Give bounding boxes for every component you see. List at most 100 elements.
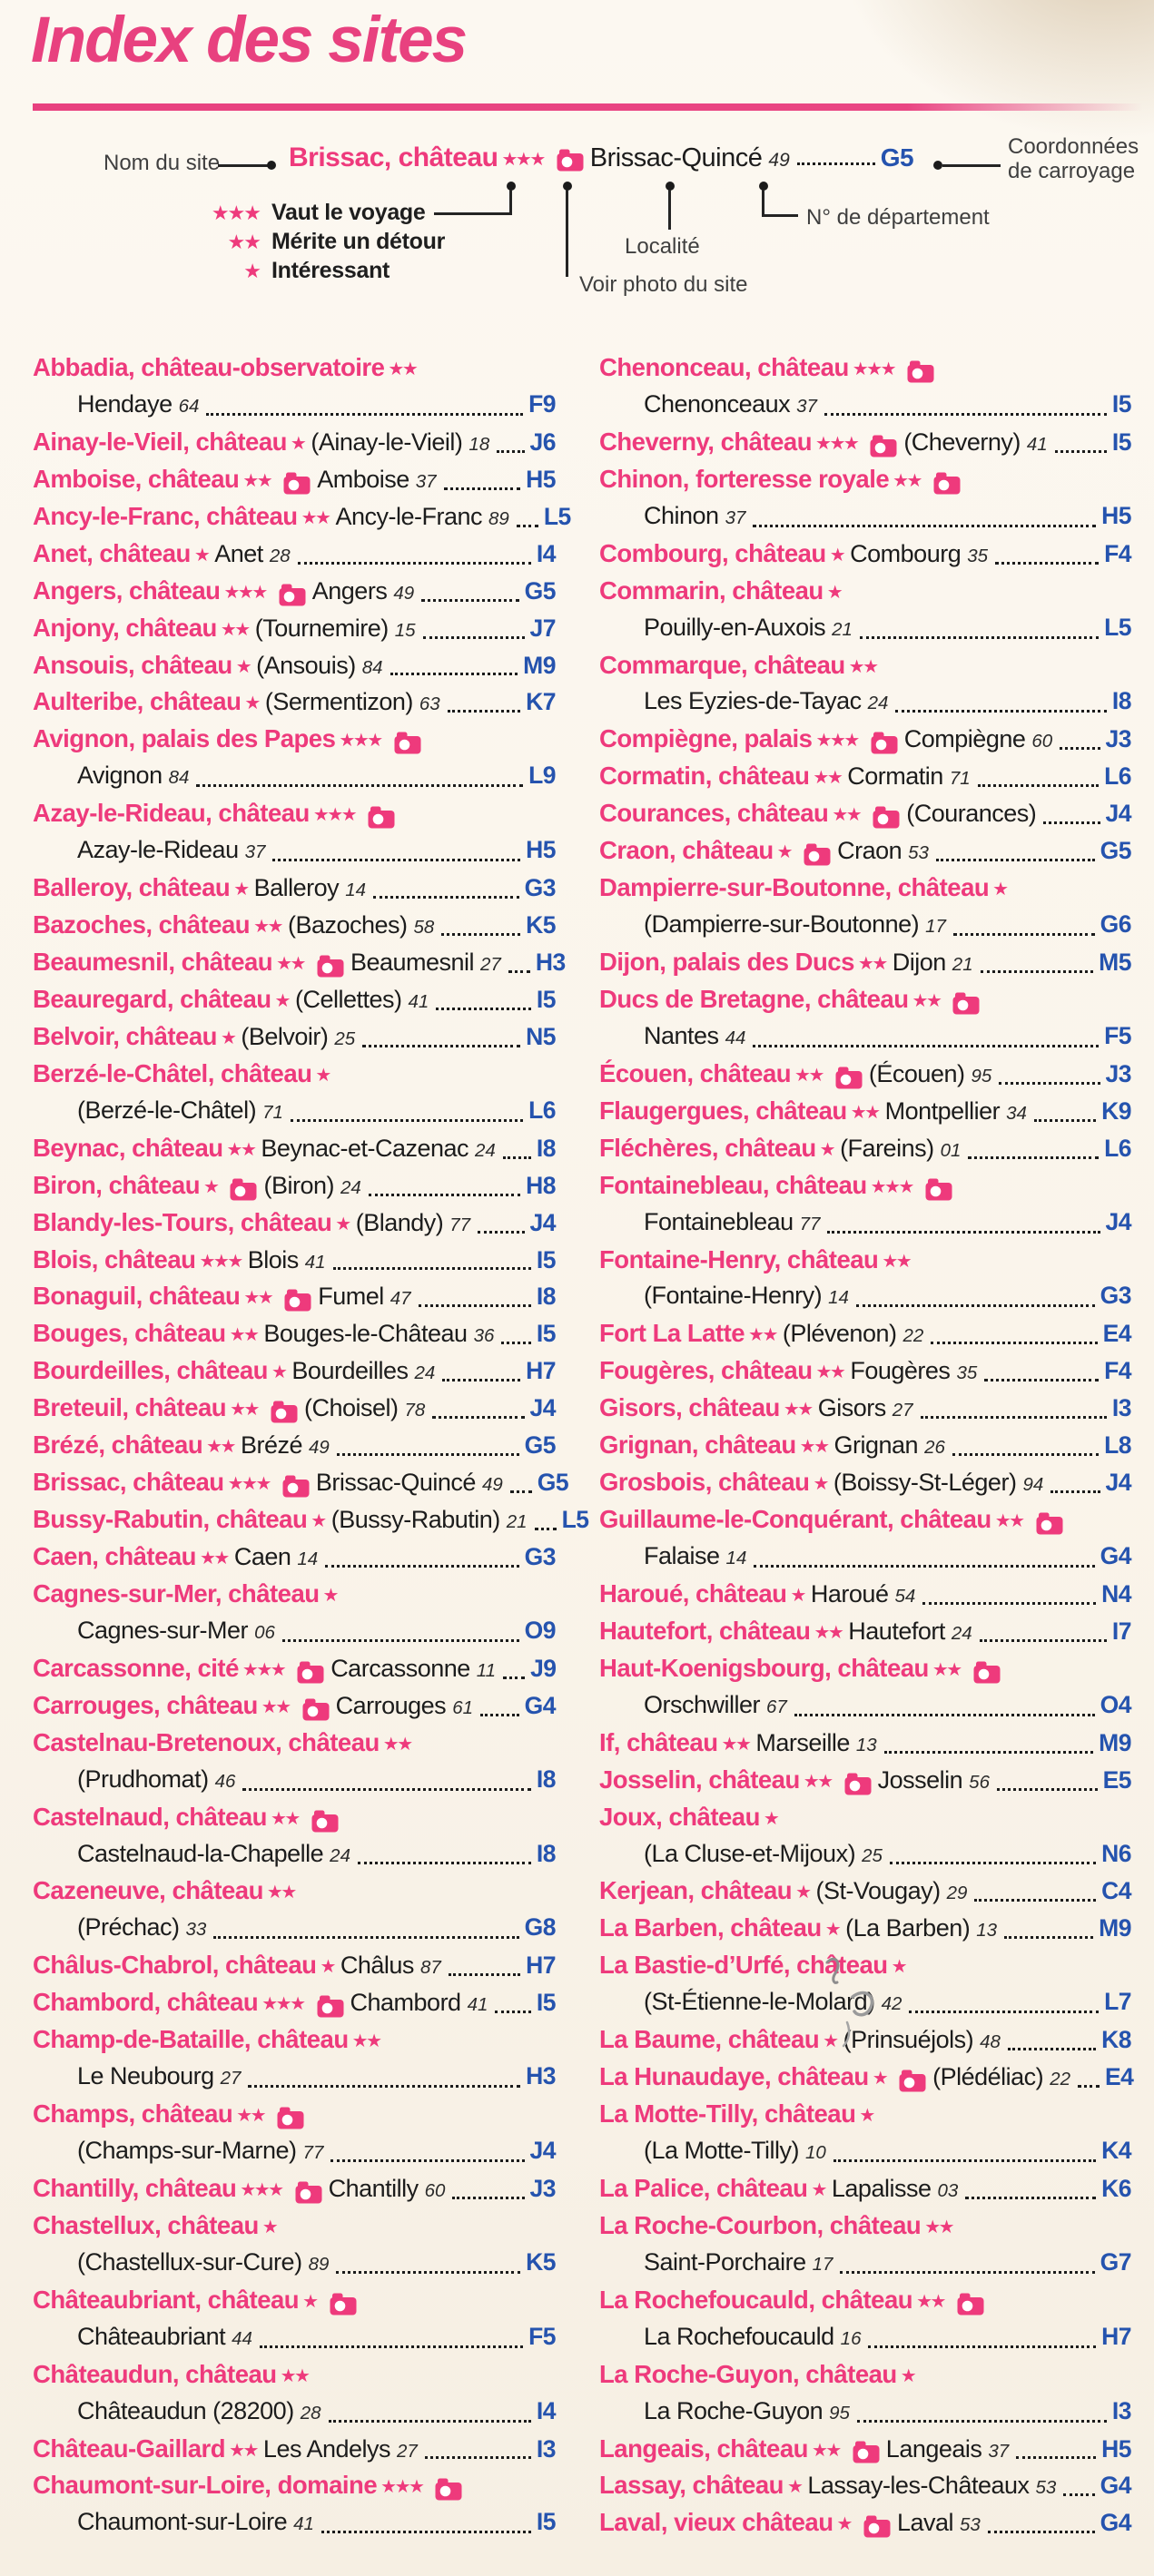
entry-locality: Compiègne xyxy=(903,725,1026,753)
entry-star-rating: ★ xyxy=(271,1362,288,1383)
index-entry: Chambord, château ★★★ Chambord 41 I5 xyxy=(33,1984,557,2021)
entry-name: Caen, château xyxy=(33,1542,196,1570)
entry-department-number: 34 xyxy=(1006,1102,1027,1124)
index-entry: Aulteribe, château ★ (Sermentizon) 63 K7 xyxy=(33,683,556,721)
entry-department-number: 54 xyxy=(894,1585,916,1607)
entry-grid-coordinate: L9 xyxy=(528,762,556,790)
entry-locality: Brézé xyxy=(240,1431,303,1460)
entry-grid-coordinate: H5 xyxy=(526,465,556,493)
index-entry: La Palice, château ★ Lapalisse 03 K6 xyxy=(599,2170,1131,2207)
entry-department-number: 24 xyxy=(951,1622,972,1644)
entry-name: La Barben, château xyxy=(599,1913,822,1942)
index-entry: Biron, château ★ (Biron) 24 H8 xyxy=(33,1167,556,1204)
entry-locality: Blois xyxy=(247,1245,300,1273)
index-entry: Bazoches, château ★★ (Bazoches) 58 K5 xyxy=(33,907,556,944)
entry-grid-coordinate: J4 xyxy=(1105,800,1132,828)
dotted-leader xyxy=(443,487,521,490)
dotted-leader xyxy=(441,933,521,936)
dotted-leader xyxy=(330,2158,525,2162)
entry-name: Bussy-Rabutin, château xyxy=(33,1505,308,1534)
index-entry-locality-line: Orschwiller 67 O4 xyxy=(599,1687,1132,1725)
entry-locality: Castelnaud-la-Chapelle xyxy=(77,1839,324,1867)
entry-department-number: 67 xyxy=(766,1696,787,1717)
entry-star-rating: ★★★ xyxy=(261,1994,306,2015)
dotted-leader xyxy=(206,412,524,416)
entry-star-rating: ★ xyxy=(261,2217,279,2237)
index-entry-locality-line: Hendaye 64 F9 xyxy=(33,387,556,424)
entry-grid-coordinate: L6 xyxy=(1104,762,1131,791)
index-entry: Azay-le-Rideau, château ★★★ xyxy=(33,795,556,832)
entry-star-rating: ★★ xyxy=(893,470,922,491)
entry-star-rating: ★★ xyxy=(857,954,888,974)
index-entry: Abbadia, château-observatoire ★★ xyxy=(33,349,556,387)
entry-star-rating: ★★ xyxy=(266,1883,297,1903)
index-entry: Josselin, château ★★ Josselin 56 E5 xyxy=(599,1762,1132,1799)
entry-locality: Le Neubourg xyxy=(77,2062,214,2090)
entry-department-number: 46 xyxy=(214,1770,236,1792)
entry-grid-coordinate: O4 xyxy=(1100,1690,1132,1718)
entry-locality: (Prudhomat) xyxy=(77,1765,209,1793)
index-entry: Bussy-Rabutin, château ★ (Bussy-Rabutin) 21… xyxy=(33,1501,589,1539)
dotted-leader xyxy=(503,1676,526,1679)
entry-department-number: 27 xyxy=(397,2440,418,2462)
entry-name: Balleroy, château xyxy=(33,873,231,902)
dotted-leader xyxy=(259,2345,524,2348)
dotted-leader xyxy=(432,1416,525,1420)
entry-name: Beaumesnil, château xyxy=(33,948,273,976)
entry-department-number: 28 xyxy=(300,2402,321,2424)
entry-locality: (Bazoches) xyxy=(287,911,408,939)
entry-star-rating: ★★ xyxy=(811,2440,842,2461)
dotted-leader xyxy=(794,1713,1095,1716)
entry-star-rating: ★★★ xyxy=(339,731,383,752)
entry-grid-coordinate: H7 xyxy=(526,1952,556,1980)
entry-locality: Orschwiller xyxy=(644,1690,761,1718)
entry-star-rating: ★★★ xyxy=(815,433,860,454)
index-entry: Grosbois, château ★ (Boissy-St-Léger) 94 J4 xyxy=(599,1464,1132,1501)
index-entry: Chastellux, château ★ xyxy=(33,2207,556,2245)
index-entry-locality-line: Chaumont-sur-Loire 41 I5 xyxy=(33,2504,557,2542)
entry-star-rating: ★ xyxy=(274,990,291,1011)
entry-star-rating: ★ xyxy=(244,693,261,714)
entry-locality: Dijon xyxy=(892,949,947,976)
entry-department-number: 21 xyxy=(832,618,853,640)
entry-department-number: 37 xyxy=(244,841,266,863)
legend-example-department: 49 xyxy=(768,150,790,171)
entry-star-rating: ★★ xyxy=(253,917,283,938)
entry-grid-coordinate: K6 xyxy=(1101,2174,1131,2202)
photo-camera-icon xyxy=(853,2441,880,2463)
index-entry: Caen, château ★★ Caen 14 G3 xyxy=(33,1539,557,1576)
entry-grid-coordinate: I8 xyxy=(1111,687,1132,715)
entry-name: Chastellux, château xyxy=(33,2210,259,2239)
entry-name: Brézé, château xyxy=(33,1431,203,1460)
entry-locality: (Boissy-St-Léger) xyxy=(833,1469,1017,1497)
entry-locality: (La Motte-Tilly) xyxy=(644,2137,800,2164)
entry-locality: Marseille xyxy=(755,1728,850,1756)
entry-star-rating: ★ xyxy=(315,1065,331,1086)
entry-department-number: 48 xyxy=(980,2031,1001,2053)
dotted-leader xyxy=(996,1787,1098,1791)
legend-example-entry: Brissac, château ★★★ Brissac-Quincé 49 G5 xyxy=(289,143,914,173)
entry-name: Champ-de-Bataille, château xyxy=(33,2025,349,2054)
photo-camera-icon xyxy=(873,806,900,829)
index-entry-locality-line: La Roche-Guyon 95 I3 xyxy=(599,2394,1132,2431)
entry-department-number: 13 xyxy=(855,1734,877,1755)
entry-department-number: 37 xyxy=(415,470,437,492)
entry-star-rating: ★★★ xyxy=(312,805,358,826)
entry-grid-coordinate: G4 xyxy=(1100,2472,1132,2500)
photo-camera-icon xyxy=(557,149,584,171)
entry-name: Bouges, château xyxy=(33,1319,226,1348)
entry-star-rating: ★ xyxy=(322,1585,340,1606)
dotted-leader xyxy=(984,1379,1100,1382)
entry-grid-coordinate: I5 xyxy=(536,1245,557,1273)
index-column-left: Abbadia, château-observatoire ★★ Hendaye 64… xyxy=(33,349,589,2542)
entry-department-number: 27 xyxy=(220,2068,242,2089)
dotted-leader xyxy=(509,1490,532,1494)
entry-locality: Chambord xyxy=(350,1989,462,2017)
entry-name: Château-Gaillard xyxy=(33,2433,226,2463)
dotted-leader xyxy=(1063,2493,1095,2497)
entry-department-number: 10 xyxy=(805,2142,826,2163)
dotted-leader xyxy=(859,635,1100,639)
index-entry: Breteuil, château ★★ (Choisel) 78 J4 xyxy=(33,1390,557,1427)
entry-locality: (Champs-sur-Marne) xyxy=(77,2137,297,2164)
entry-star-rating: ★★★ xyxy=(223,582,268,603)
